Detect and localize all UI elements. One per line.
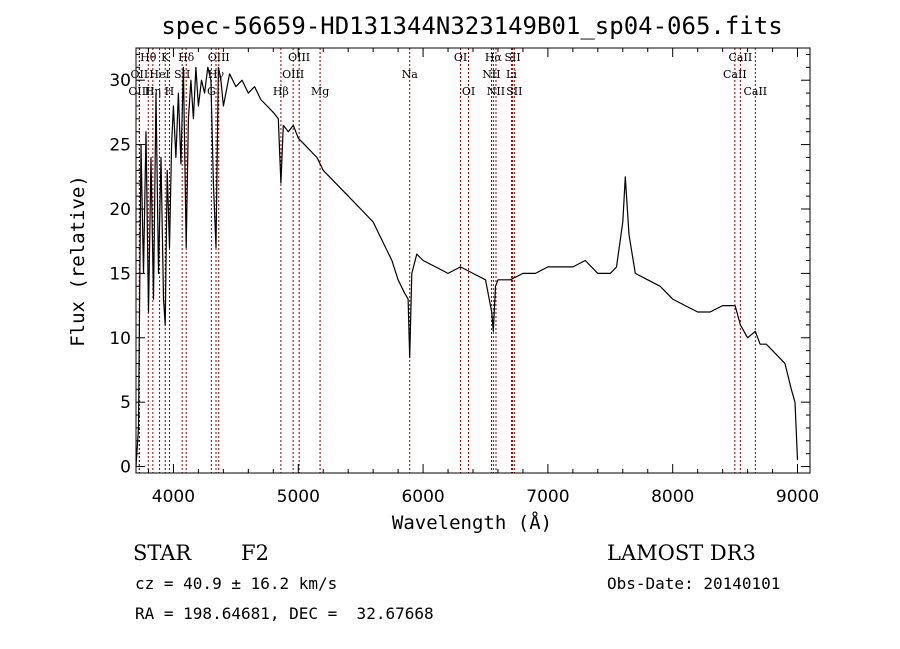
spectral-line-label: Hη xyxy=(145,85,161,98)
y-tick-label: 15 xyxy=(109,264,131,284)
x-tick-label: 4000 xyxy=(152,487,195,507)
spectral-line-label: Li xyxy=(506,68,517,81)
obs-date: Obs-Date: 20140101 xyxy=(607,574,781,593)
survey-name: LAMOST DR3 xyxy=(607,541,756,565)
flux-line xyxy=(135,66,799,467)
y-tick-label: 20 xyxy=(109,200,131,220)
spectral-line-label: Na xyxy=(402,68,419,81)
spectral-line-label: OI xyxy=(454,51,467,64)
object-type: STAR xyxy=(133,541,192,565)
y-tick-label: 30 xyxy=(109,71,131,91)
spectral-line-label: H xyxy=(165,85,175,98)
x-tick-label: 8000 xyxy=(651,487,694,507)
chart-title: spec-56659-HD131344N323149B01_sp04-065.f… xyxy=(161,12,782,40)
spectral-line-label: OIII xyxy=(208,51,230,64)
spectral-line-label: SII xyxy=(506,85,522,98)
spectral-line-label: NII xyxy=(487,85,505,98)
y-tick-label: 0 xyxy=(120,458,131,478)
y-tick-label: 10 xyxy=(109,329,131,349)
x-tick-label: 6000 xyxy=(401,487,444,507)
spectral-line-label: Hβ xyxy=(273,85,289,98)
coordinates: RA = 198.64681, DEC = 32.67668 xyxy=(135,604,434,623)
x-axis-ticks: 4000 5000 6000 7000 8000 9000 xyxy=(147,48,819,507)
spectral-line-label: K xyxy=(161,51,170,64)
spectral-line-label: OIII xyxy=(128,85,150,98)
redshift-cz: cz = 40.9 ± 16.2 km/s xyxy=(135,574,338,593)
spectral-line-label: OII xyxy=(131,68,149,81)
spectral-line-label: OIII xyxy=(288,51,310,64)
x-tick-label: 5000 xyxy=(277,487,320,507)
y-tick-label: 5 xyxy=(120,393,131,413)
x-axis-label: Wavelength (Å) xyxy=(392,511,552,534)
spectral-line-label: OI xyxy=(462,85,475,98)
spectral-line-label: Hθ xyxy=(140,51,157,64)
spectral-line-label: Hδ xyxy=(178,51,195,64)
spectral-line-label: NII xyxy=(482,68,500,81)
plot-frame xyxy=(135,47,811,474)
spectral-line-label: HeI xyxy=(149,68,169,81)
spectral-line-label: CaII xyxy=(729,51,753,64)
spectral-line-label: OIII xyxy=(282,68,304,81)
spectral-line-label: CaII xyxy=(723,68,747,81)
spectral-line-label: Mg xyxy=(311,85,329,98)
y-axis-label: Flux (relative) xyxy=(67,175,89,347)
spectral-line-label: SII xyxy=(174,68,190,81)
spectral-line-markers xyxy=(138,48,756,473)
spectral-class: F2 xyxy=(241,541,269,565)
spectral-line-label: Hα xyxy=(485,51,503,64)
x-tick-label: 9000 xyxy=(776,487,819,507)
x-tick-label: 7000 xyxy=(526,487,569,507)
y-axis-ticks: 0 5 10 15 20 25 30 xyxy=(109,53,810,478)
y-tick-label: 25 xyxy=(109,136,131,156)
spectral-line-label: CaII xyxy=(743,85,767,98)
spectral-line-label: SII xyxy=(504,51,520,64)
